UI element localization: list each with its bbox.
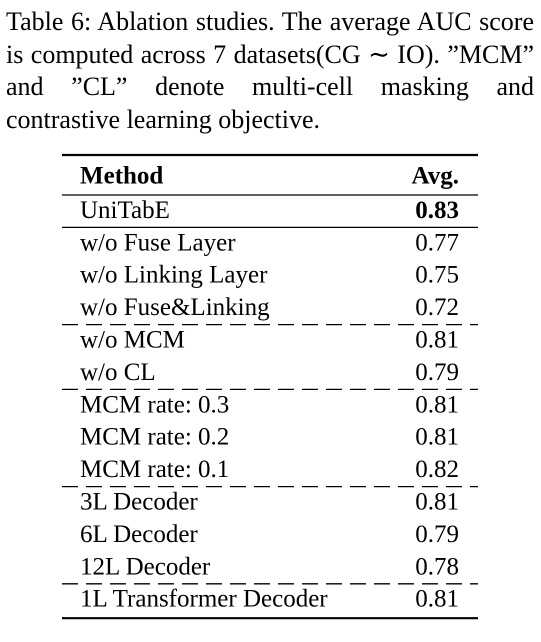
method-cell: 1L Transformer Decoder [80,586,328,613]
avg-cell: 0.82 [415,456,459,483]
method-cell: w/o Linking Layer [80,262,268,289]
method-cell: MCM rate: 0.3 [80,391,229,418]
avg-cell: 0.81 [415,327,459,354]
avg-cell: 0.79 [415,359,459,386]
method-cell: 3L Decoder [80,489,198,516]
method-cell: w/o Fuse&Linking [80,294,270,321]
avg-cell: 0.72 [415,294,459,321]
header-cell: Method [80,163,163,190]
avg-cell: 0.83 [415,197,459,224]
method-cell: w/o MCM [80,327,185,354]
avg-cell: 0.81 [415,489,459,516]
table-caption: Table 6: Ablation studies. The average A… [6,7,534,134]
method-cell: UniTabE [80,197,170,224]
method-cell: w/o CL [80,359,156,386]
avg-cell: 0.75 [415,262,459,289]
method-cell: 6L Decoder [80,521,198,548]
avg-cell: 0.79 [415,521,459,548]
method-cell: w/o Fuse Layer [80,229,236,256]
method-cell: 12L Decoder [80,553,211,580]
avg-cell: 0.78 [415,553,459,580]
header-cell: Avg. [412,163,459,190]
method-cell: MCM rate: 0.2 [80,424,229,451]
avg-cell: 0.77 [415,229,459,256]
avg-cell: 0.81 [415,391,459,418]
avg-cell: 0.81 [415,586,459,613]
avg-cell: 0.81 [415,424,459,451]
method-cell: MCM rate: 0.1 [80,456,229,483]
